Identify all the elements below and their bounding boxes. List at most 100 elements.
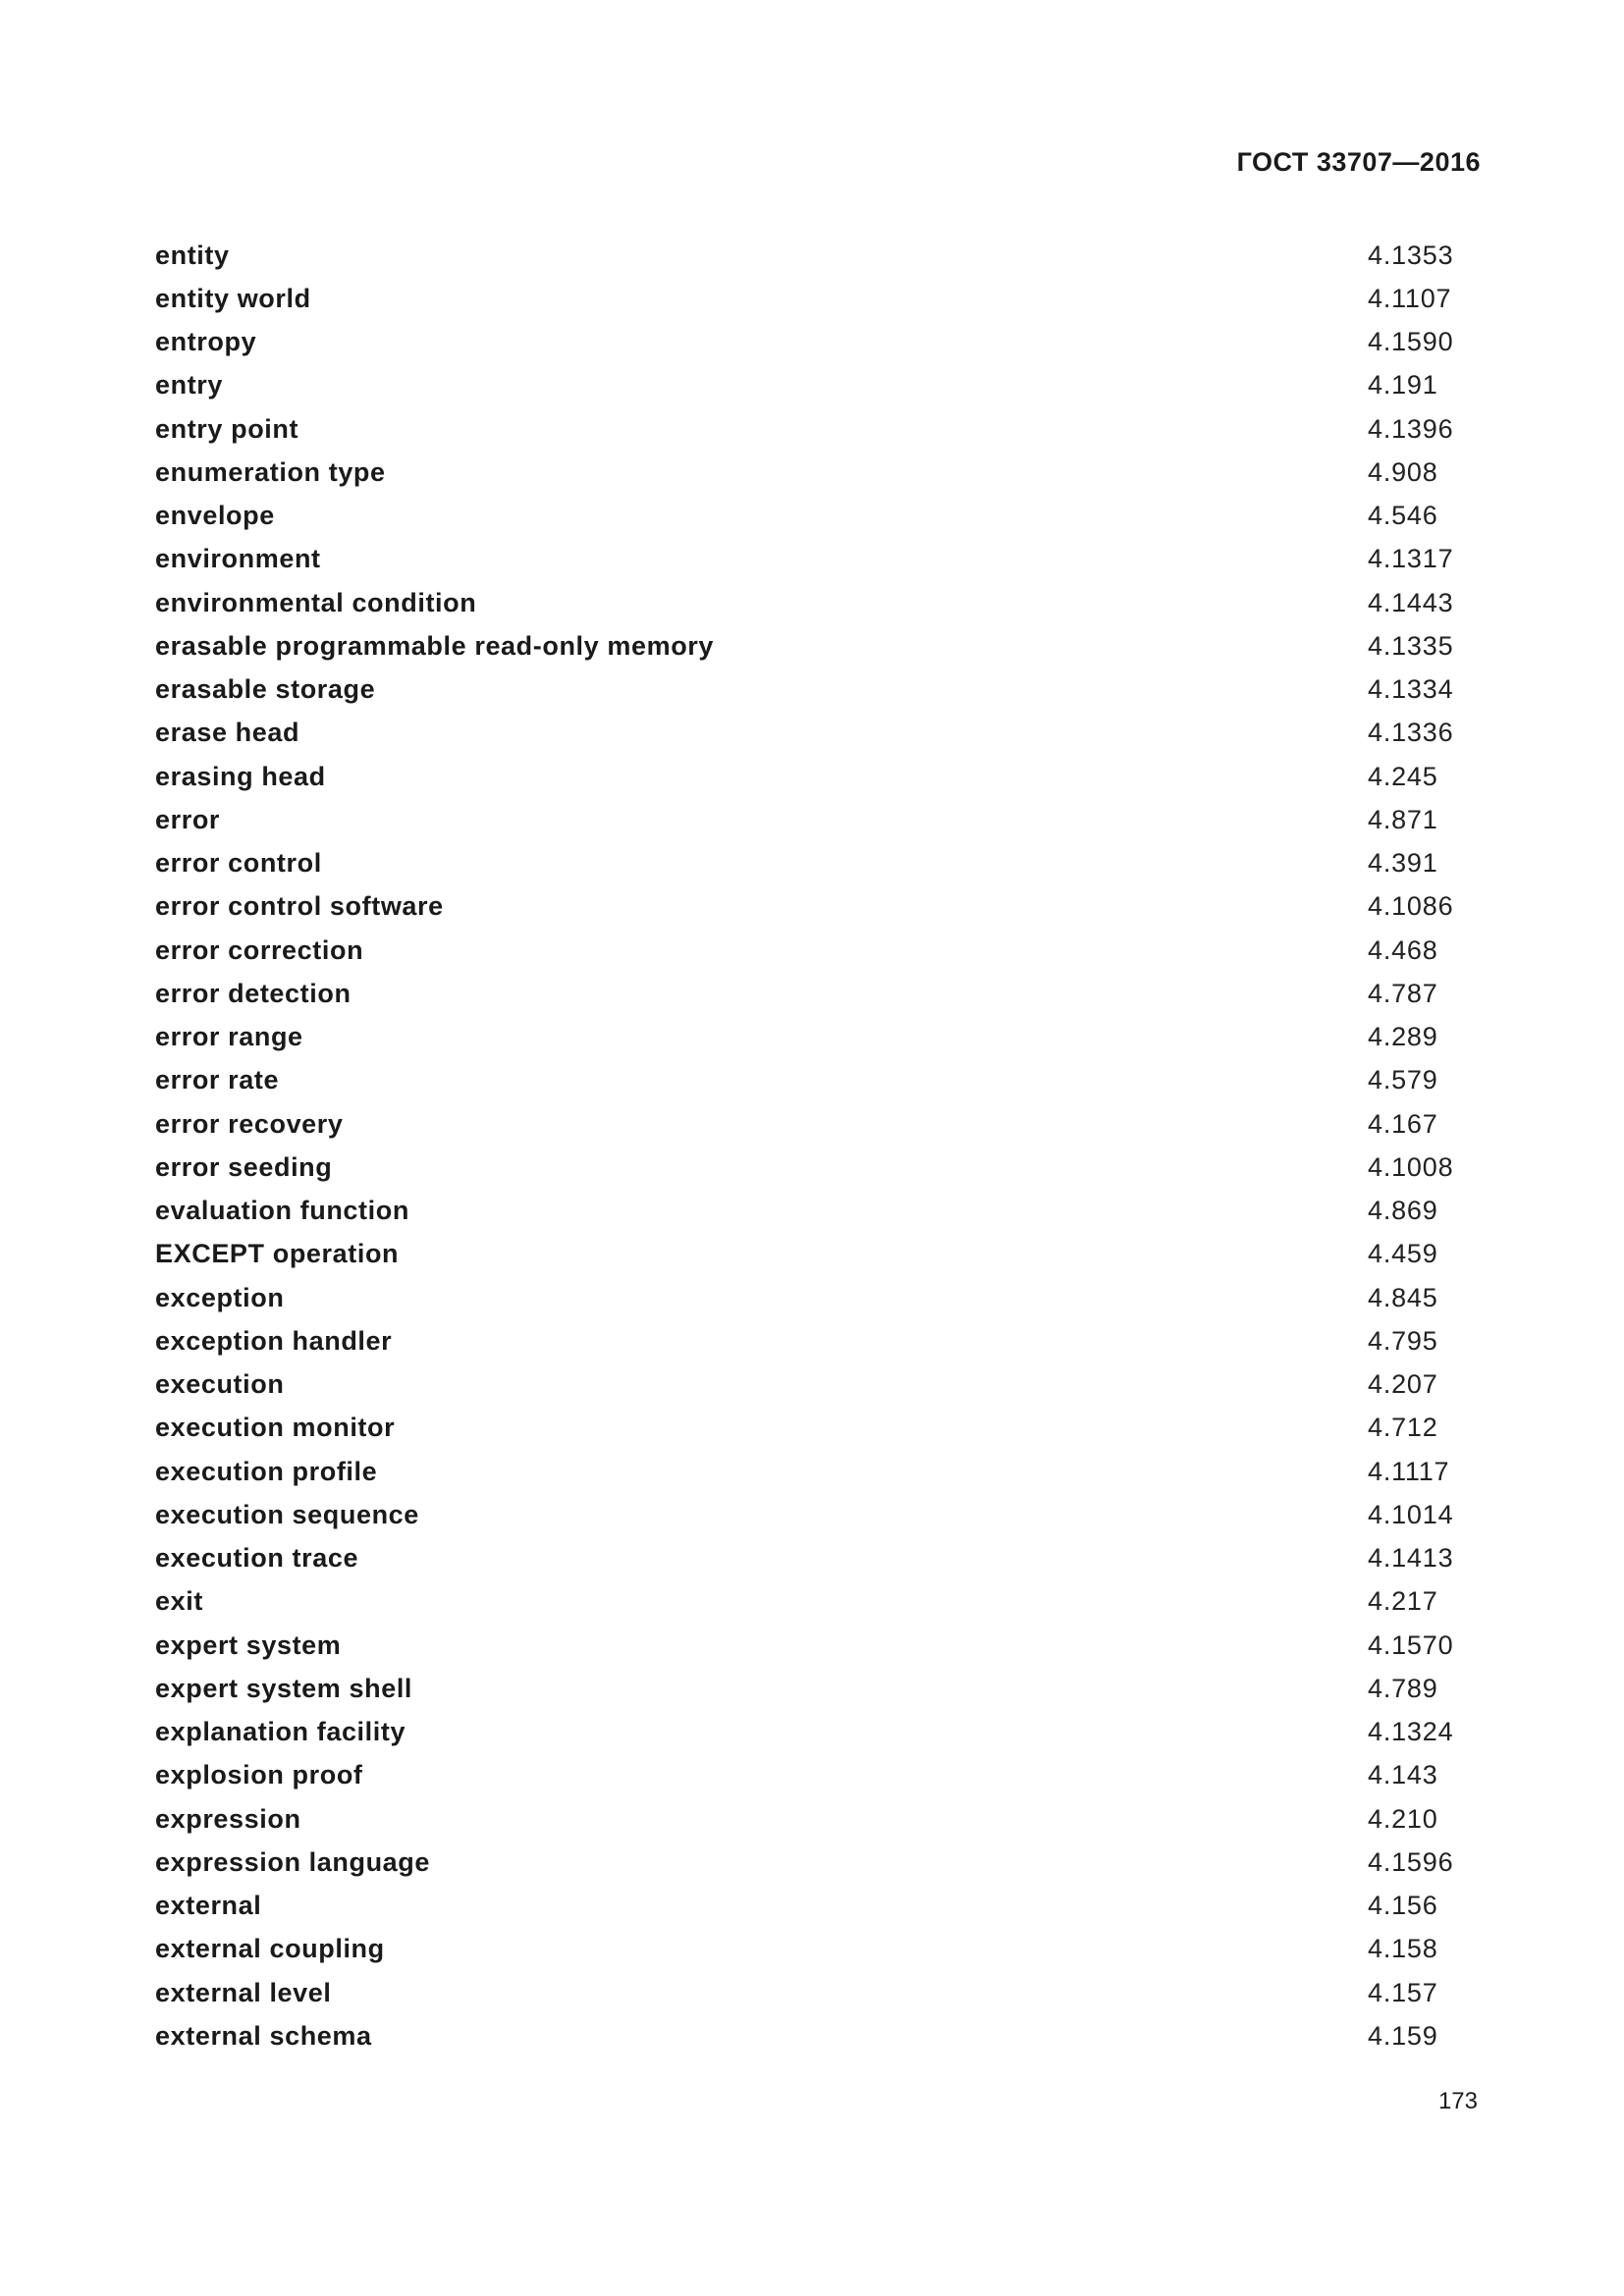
index-entry: evaluation function 4.869: [155, 1190, 1481, 1233]
index-term: exception handler: [155, 1325, 393, 1356]
index-term: execution trace: [155, 1543, 359, 1574]
index-term: external: [155, 1891, 262, 1921]
index-entry: erasable storage 4.1334: [155, 668, 1481, 712]
index-reference: 4.1334: [1368, 674, 1454, 705]
index-reference: 4.1324: [1368, 1717, 1454, 1747]
index-entry: enumeration type 4.908: [155, 451, 1481, 494]
index-reference: 4.1443: [1368, 587, 1454, 617]
index-list: entity 4.1353 entity world 4.1107 entropy 4.1…: [155, 234, 1481, 2058]
index-term: entry point: [155, 413, 299, 444]
index-entry: environment 4.1317: [155, 538, 1481, 581]
index-reference: 4.167: [1368, 1108, 1438, 1139]
index-term: environmental condition: [155, 587, 477, 617]
index-term: error control: [155, 848, 322, 879]
index-reference: 4.1117: [1368, 1456, 1450, 1486]
index-reference: 4.1335: [1368, 630, 1454, 661]
index-term: external schema: [155, 2020, 372, 2051]
index-reference: 4.217: [1368, 1586, 1438, 1617]
index-entry: error range 4.289: [155, 1016, 1481, 1059]
index-entry: entity 4.1353: [155, 234, 1481, 277]
index-term: execution sequence: [155, 1499, 419, 1529]
document-header: ГОСТ 33707—2016: [1236, 147, 1481, 177]
index-entry: external coupling 4.158: [155, 1928, 1481, 1971]
index-entry: error correction 4.468: [155, 929, 1481, 972]
index-reference: 4.143: [1368, 1760, 1438, 1790]
index-term: external coupling: [155, 1934, 385, 1964]
index-reference: 4.1396: [1368, 413, 1454, 444]
index-reference: 4.871: [1368, 804, 1438, 834]
index-reference: 4.1353: [1368, 240, 1454, 270]
index-reference: 4.1596: [1368, 1846, 1454, 1877]
index-entry: external level 4.157: [155, 1971, 1481, 2014]
index-reference: 4.1014: [1368, 1499, 1454, 1529]
index-entry: error control software 4.1086: [155, 885, 1481, 929]
index-entry: error control 4.391: [155, 842, 1481, 885]
index-entry: entity world 4.1107: [155, 277, 1481, 320]
index-reference: 4.546: [1368, 501, 1438, 531]
index-entry: external schema 4.159: [155, 2014, 1481, 2057]
index-term: expert system: [155, 1629, 342, 1660]
index-reference: 4.191: [1368, 370, 1438, 400]
index-reference: 4.869: [1368, 1196, 1438, 1226]
index-term: entity world: [155, 283, 311, 313]
index-term: error rate: [155, 1065, 280, 1095]
index-term: entry: [155, 370, 224, 400]
index-reference: 4.158: [1368, 1934, 1438, 1964]
index-entry: execution sequence 4.1014: [155, 1493, 1481, 1536]
index-entry: execution 4.207: [155, 1363, 1481, 1407]
index-entry: expert system 4.1570: [155, 1624, 1481, 1667]
index-entry: exception handler 4.795: [155, 1319, 1481, 1362]
index-term: expression: [155, 1803, 301, 1834]
index-reference: 4.156: [1368, 1891, 1438, 1921]
index-reference: 4.245: [1368, 761, 1438, 791]
index-reference: 4.787: [1368, 978, 1438, 1008]
index-entry: error rate 4.579: [155, 1059, 1481, 1102]
index-term: erasable storage: [155, 674, 376, 705]
index-term: erase head: [155, 718, 300, 748]
index-reference: 4.207: [1368, 1369, 1438, 1400]
index-reference: 4.1413: [1368, 1543, 1454, 1574]
index-entry: entry 4.191: [155, 364, 1481, 407]
index-reference: 4.1008: [1368, 1151, 1454, 1182]
index-entry: erasable programmable read-only memory 4.…: [155, 624, 1481, 667]
index-term: environment: [155, 544, 321, 574]
index-term: entity: [155, 240, 230, 270]
index-entry: explosion proof 4.143: [155, 1754, 1481, 1797]
index-entry: error seeding 4.1008: [155, 1146, 1481, 1189]
index-term: explanation facility: [155, 1717, 406, 1747]
index-entry: erase head 4.1336: [155, 712, 1481, 755]
index-term: explosion proof: [155, 1760, 363, 1790]
index-reference: 4.289: [1368, 1022, 1438, 1052]
index-term: envelope: [155, 501, 275, 531]
index-reference: 4.391: [1368, 848, 1438, 879]
index-entry: entry point 4.1396: [155, 407, 1481, 451]
index-term: expert system shell: [155, 1673, 413, 1703]
index-term: entropy: [155, 327, 257, 357]
index-term: error detection: [155, 978, 352, 1008]
index-entry: external 4.156: [155, 1885, 1481, 1928]
index-term: execution monitor: [155, 1413, 396, 1443]
index-entry: erasing head 4.245: [155, 755, 1481, 798]
index-reference: 4.210: [1368, 1803, 1438, 1834]
index-entry: exit 4.217: [155, 1580, 1481, 1624]
index-term: execution: [155, 1369, 285, 1400]
index-reference: 4.1086: [1368, 891, 1454, 922]
index-entry: expert system shell 4.789: [155, 1667, 1481, 1710]
index-term: execution profile: [155, 1456, 378, 1486]
index-reference: 4.712: [1368, 1413, 1438, 1443]
index-reference: 4.1590: [1368, 327, 1454, 357]
index-reference: 4.1317: [1368, 544, 1454, 574]
index-reference: 4.159: [1368, 2020, 1438, 2051]
index-term: enumeration type: [155, 456, 386, 487]
index-term: error recovery: [155, 1108, 344, 1139]
index-term: error control software: [155, 891, 444, 922]
index-reference: 4.1570: [1368, 1629, 1454, 1660]
index-entry: execution monitor 4.712: [155, 1407, 1481, 1450]
index-entry: error detection 4.787: [155, 972, 1481, 1015]
index-entry: execution profile 4.1117: [155, 1450, 1481, 1493]
page-number: 173: [1437, 2088, 1478, 2114]
index-term: external level: [155, 1977, 332, 2007]
index-entry: error 4.871: [155, 798, 1481, 841]
index-entry: environmental condition 4.1443: [155, 581, 1481, 624]
index-reference: 4.459: [1368, 1239, 1438, 1269]
